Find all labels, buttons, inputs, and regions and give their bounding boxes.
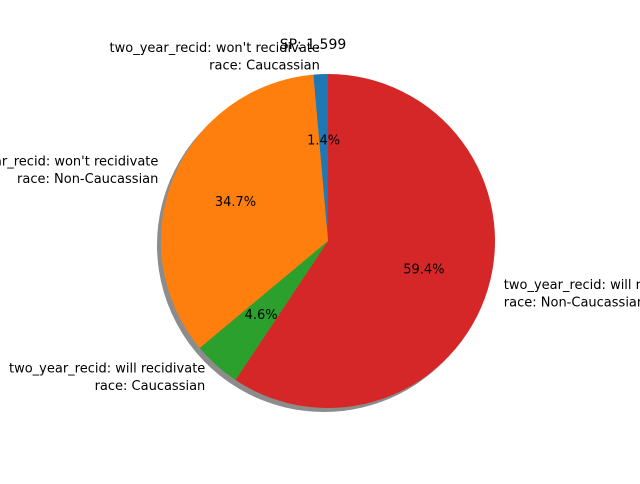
pie-slice-1 (160, 74, 328, 348)
pct-labels: 1.4% 34.7% 4.6% 59.4% (215, 133, 445, 323)
slice-labels: two_year_recid: won't recidivate race: Ca… (0, 41, 640, 394)
slice-label-line: race: Caucassian (95, 379, 206, 394)
pie-slice-2 (199, 241, 328, 381)
slice-label-line: race: Caucassian (209, 59, 320, 74)
slice-label-line: race: Non-Caucassian (17, 172, 158, 187)
pie-slice-0 (313, 73, 328, 241)
pie-slice-3 (235, 74, 495, 409)
slice-label-1: two_year_recid: won't recidivate race: No… (0, 154, 158, 187)
slice-label-0: two_year_recid: won't recidivate race: Ca… (110, 41, 320, 73)
slice-label-2: two_year_recid: will recidivate race: Cau… (9, 362, 205, 395)
pct-label-2: 4.6% (245, 308, 278, 323)
pct-label-3: 59.4% (403, 263, 444, 278)
slice-label-line: two_year_recid: will recidivate (9, 362, 205, 377)
slice-label-line: two_year_recid: won't recidivate (110, 41, 320, 56)
slice-label-line: race: Non-Caucassian (504, 295, 640, 310)
slice-label-line: two_year_recid: won't recidivate (0, 154, 158, 169)
slice-label-line: two_year_recid: will recidivate (504, 278, 640, 293)
pie-slices (160, 73, 495, 409)
slice-label-3: two_year_recid: will recidivate race: Non… (504, 278, 640, 311)
chart-title: SP: 1.599 (280, 37, 347, 53)
pct-label-1: 34.7% (215, 195, 256, 210)
pct-label-0: 1.4% (307, 133, 340, 148)
